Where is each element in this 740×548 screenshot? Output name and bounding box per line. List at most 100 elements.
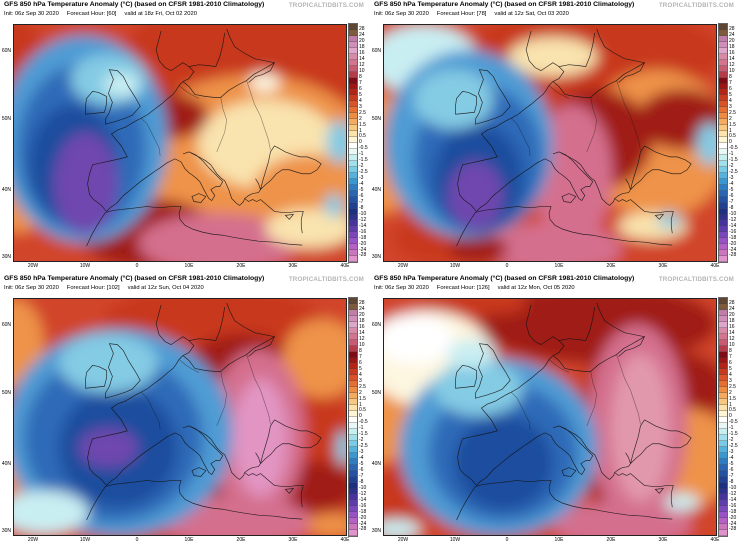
colorbar-tick-label: -28	[359, 526, 367, 533]
colorbar-cell	[349, 470, 357, 477]
colorbar-tick-label: -24	[359, 520, 367, 527]
watermark: TROPICALTIDBITS.COM	[658, 276, 734, 283]
colorbar-tick-label: 2	[729, 389, 732, 396]
colorbar-cell	[349, 387, 357, 394]
colorbar-tick-label: -16	[359, 228, 367, 235]
colorbar-cell	[719, 381, 727, 388]
colorbar-cell	[719, 244, 727, 251]
colorbar-cell	[349, 363, 357, 370]
panel-top-right: GFS 850 hPa Temperature Anomaly (°C) (ba…	[370, 0, 740, 274]
forecast-hour: Forecast Hour: [126]	[436, 285, 490, 291]
colorbar-tick-label: 6	[359, 359, 362, 366]
colorbar-tick-label: -0.5	[359, 145, 368, 152]
colorbar-tick-label: -24	[729, 520, 737, 527]
colorbar-tick-label: 2.5	[729, 109, 736, 116]
colorbar-tick-label: 28	[729, 26, 735, 33]
colorbar-tick-label: 20	[729, 312, 735, 319]
colorbar-cell	[349, 244, 357, 251]
valid-time: valid at 18z Fri, Oct 02 2020	[124, 11, 197, 17]
colorbar-cell	[719, 250, 727, 257]
colorbar-tick-label: 7	[729, 353, 732, 360]
colorbar-tick-label: -2	[729, 163, 734, 170]
lat-axis: 60N 50N 40N 30N	[370, 24, 382, 262]
colorbar-tick-label: -0.5	[359, 419, 368, 426]
forecast-hour: Forecast Hour: [102]	[66, 285, 120, 291]
colorbar-tick-label: 2.5	[729, 383, 736, 390]
colorbar-cell	[719, 119, 727, 126]
colorbar-tick-label: -2.5	[359, 443, 368, 450]
colorbar-cell	[349, 452, 357, 459]
colorbar-tick-label: 24	[359, 306, 365, 313]
colorbar-cell	[349, 405, 357, 412]
colorbar-tick-label: -5	[729, 461, 734, 467]
colorbar-cell	[349, 530, 357, 537]
colorbar-cell	[719, 524, 727, 531]
colorbar-cell	[719, 178, 727, 185]
colorbar-tick-label: -28	[359, 252, 367, 259]
lon-tick-label: 20E	[236, 263, 246, 269]
colorbar-labels: 28 24 20 18 16 14 12 10 8 7 6 5 4 3 2.5 2 1.5 1 0.5 0 -0.5 -1…	[359, 298, 370, 536]
colorbar-cell	[349, 482, 357, 489]
colorbar-cell	[349, 137, 357, 144]
colorbar-cell	[719, 393, 727, 400]
colorbar-tick-label: 3	[359, 377, 362, 384]
colorbar	[718, 23, 728, 263]
colorbar-tick-label: 1.5	[359, 121, 366, 128]
init-time: Init: 06z Sep 30 2020	[374, 11, 429, 17]
colorbar-cell	[719, 41, 727, 48]
colorbar-cell	[349, 417, 357, 424]
colorbar-tick-label: -2	[729, 437, 734, 444]
colorbar-cell	[349, 238, 357, 245]
colorbar-cell	[719, 125, 727, 132]
colorbar-tick-label: -5	[359, 461, 364, 467]
lat-tick-label: 60N	[1, 48, 11, 54]
colorbar-cell	[719, 131, 727, 138]
watermark: TROPICALTIDBITS.COM	[288, 2, 364, 9]
colorbar-tick-label: -8	[359, 478, 364, 485]
colorbar-tick-label: -4	[359, 455, 364, 462]
lon-tick-label: 10W	[449, 263, 461, 269]
valid-time: valid at 12z Sat, Oct 03 2020	[494, 11, 569, 17]
colorbar-cell	[719, 452, 727, 459]
colorbar-cell	[719, 363, 727, 370]
colorbar-tick-label: 24	[729, 32, 735, 39]
colorbar-tick-label: -20	[359, 240, 367, 247]
colorbar-tick-label: 5	[729, 91, 732, 98]
colorbar-tick-label: 0.5	[359, 407, 366, 414]
colorbar-cell	[719, 196, 727, 203]
colorbar-tick-label: -6	[359, 192, 364, 199]
anomaly-map	[13, 298, 347, 536]
colorbar-tick-label: 14	[359, 56, 365, 63]
anomaly-field	[384, 25, 716, 261]
colorbar-tick-label: -5	[729, 187, 734, 193]
lon-tick-label: 20E	[236, 537, 246, 543]
colorbar-cell	[349, 149, 357, 155]
colorbar-tick-label: -2.5	[729, 443, 738, 450]
colorbar-tick-label: -3	[359, 175, 364, 182]
lat-axis: 60N 50N 40N 30N	[370, 298, 382, 536]
panel-top-left: GFS 850 hPa Temperature Anomaly (°C) (ba…	[0, 0, 370, 274]
colorbar-tick-label: 1.5	[729, 121, 736, 128]
colorbar-cell	[719, 226, 727, 233]
colorbar-tick-label: 4	[729, 371, 732, 378]
colorbar-tick-label: 3	[359, 103, 362, 110]
colorbar-cell	[349, 214, 357, 221]
colorbar-tick-label: -2	[359, 163, 364, 170]
colorbar-tick-label: -1	[359, 151, 364, 158]
colorbar-cell	[349, 24, 357, 30]
colorbar-tick-label: 24	[359, 32, 365, 39]
colorbar-cell	[349, 434, 357, 441]
colorbar-cell	[349, 184, 357, 191]
colorbar-cell	[349, 494, 357, 501]
colorbar-cell	[719, 434, 727, 441]
colorbar-tick-label: -10	[359, 484, 367, 491]
colorbar-tick-label: 7	[359, 353, 362, 360]
colorbar-tick-label: 12	[359, 336, 365, 343]
panel-subtitle: Init: 06z Sep 30 2020 Forecast Hour: [78]…	[374, 11, 577, 17]
init-time: Init: 06z Sep 30 2020	[4, 285, 59, 291]
colorbar-cell	[719, 154, 727, 161]
colorbar-cell	[349, 41, 357, 48]
colorbar-cell	[719, 29, 727, 36]
colorbar-cell	[349, 143, 357, 150]
colorbar-cell	[719, 345, 727, 352]
